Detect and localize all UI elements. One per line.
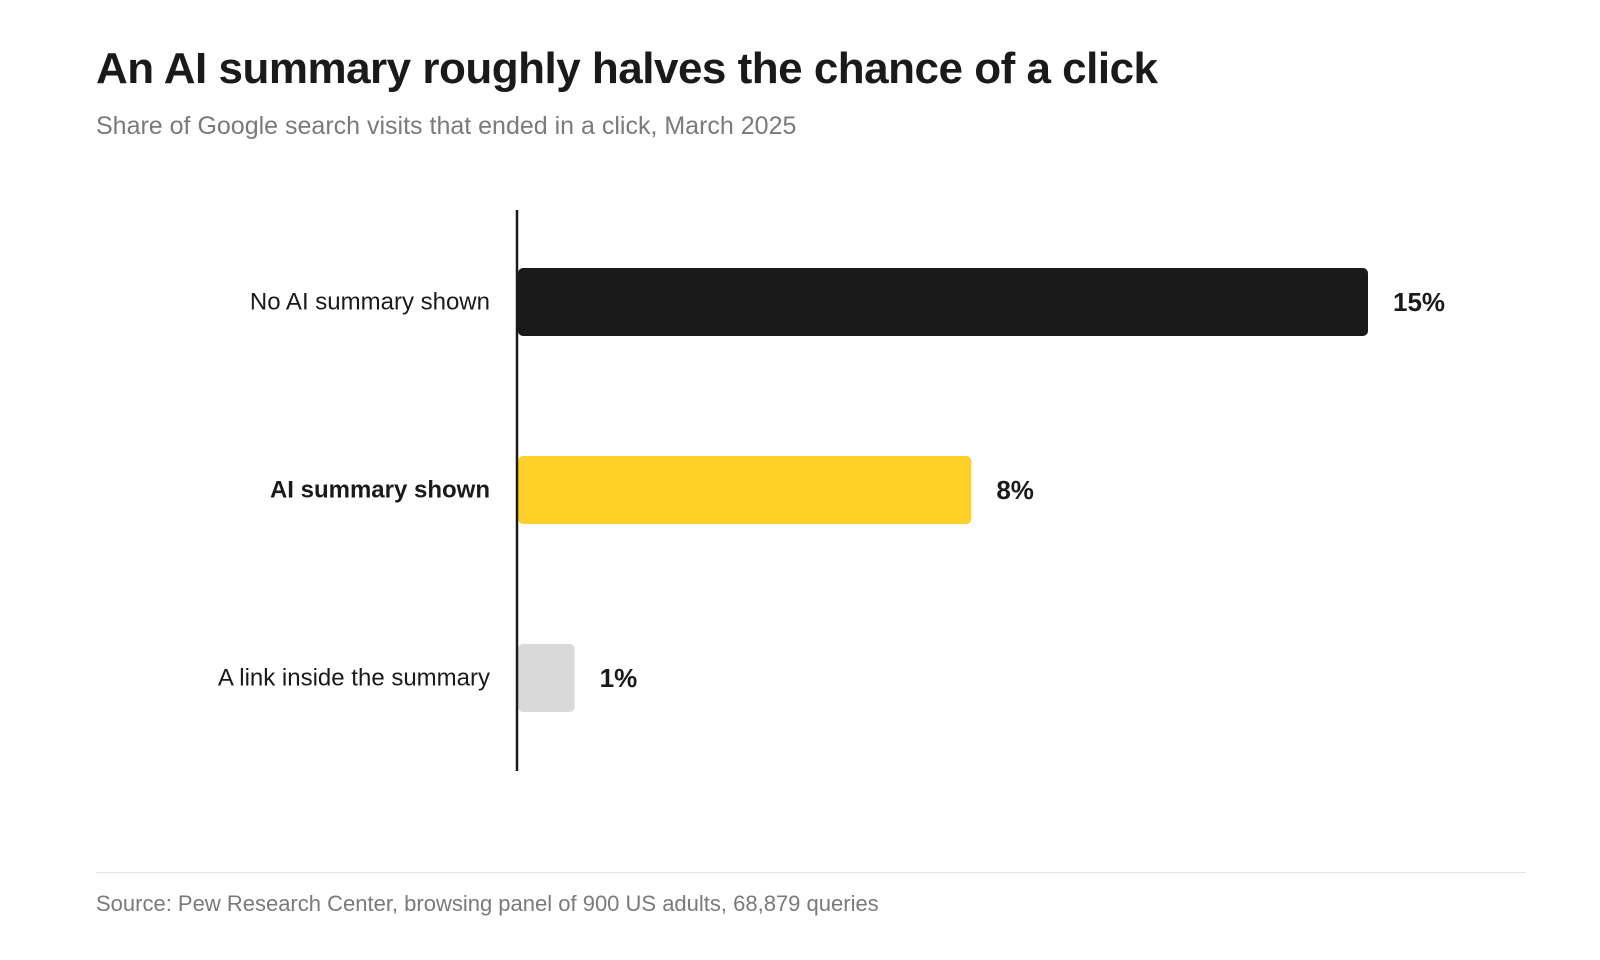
bar [518, 644, 575, 712]
bar [518, 268, 1368, 336]
category-label: AI summary shown [270, 477, 490, 504]
source-note: Source: Pew Research Center, browsing pa… [96, 891, 879, 916]
chart-title: An AI summary roughly halves the chance … [96, 44, 1158, 93]
category-label: A link inside the summary [218, 665, 490, 692]
bar [518, 456, 972, 524]
category-label: No AI summary shown [250, 289, 490, 316]
value-label: 8% [996, 475, 1034, 505]
chart-subtitle: Share of Google search visits that ended… [96, 112, 797, 140]
footer-divider [96, 872, 1526, 873]
bars-group: No AI summary shown 15% AI summary shown 8%… [218, 268, 1445, 712]
value-label: 15% [1393, 287, 1445, 317]
value-label: 1% [600, 663, 638, 693]
